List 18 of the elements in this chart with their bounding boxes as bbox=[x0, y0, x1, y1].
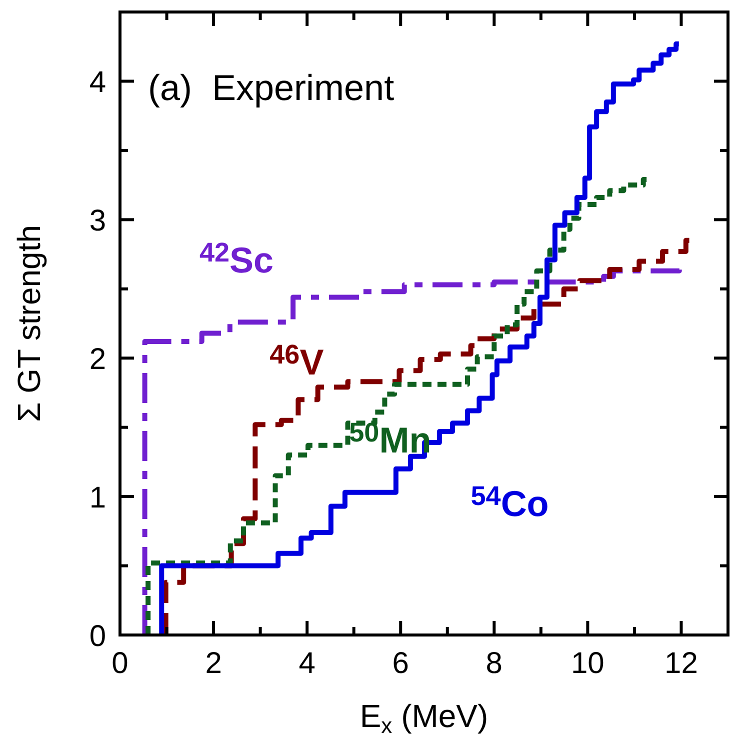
x-axis-title: E$_{x}$ (MeV) bbox=[360, 698, 488, 738]
x-tick-label: 0 bbox=[112, 647, 128, 680]
y-tick-label: 2 bbox=[89, 343, 106, 376]
y-tick-label: 0 bbox=[89, 620, 106, 653]
text: (a) Experiment bbox=[148, 67, 394, 108]
y-axis-title: Σ GT strength bbox=[11, 224, 47, 422]
x-tick-label: 2 bbox=[205, 647, 222, 680]
series-label: $^{46}$V bbox=[270, 340, 324, 383]
x-tick-label: 12 bbox=[664, 647, 698, 680]
x-tick-label: 10 bbox=[571, 647, 604, 680]
y-tick-label: 3 bbox=[89, 204, 106, 238]
y-tick-label: 4 bbox=[89, 66, 106, 100]
x-tick-label: 6 bbox=[392, 647, 409, 680]
series-label: $^{54}$Co bbox=[470, 481, 549, 524]
series-label: $^{42}$Sc bbox=[200, 237, 274, 280]
x-tick-label: 8 bbox=[486, 647, 502, 680]
y-tick-label: 1 bbox=[89, 482, 106, 515]
x-tick-label: 4 bbox=[298, 647, 316, 680]
